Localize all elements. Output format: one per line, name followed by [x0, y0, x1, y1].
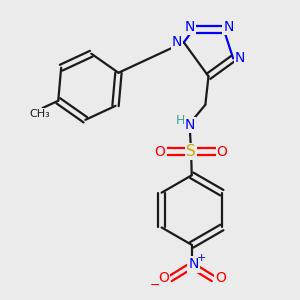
Text: O: O	[158, 271, 169, 285]
Text: N: N	[235, 51, 245, 65]
Text: CH₃: CH₃	[29, 109, 50, 119]
Text: N: N	[172, 35, 182, 49]
Text: N: N	[184, 20, 195, 34]
Text: N: N	[185, 118, 195, 132]
Text: N: N	[188, 257, 199, 272]
Text: O: O	[155, 145, 166, 159]
Text: −: −	[150, 278, 160, 292]
Text: O: O	[217, 145, 227, 159]
Text: H: H	[176, 114, 185, 127]
Text: N: N	[224, 20, 234, 34]
Text: O: O	[215, 271, 226, 285]
Text: +: +	[196, 254, 206, 263]
Text: S: S	[186, 144, 196, 159]
